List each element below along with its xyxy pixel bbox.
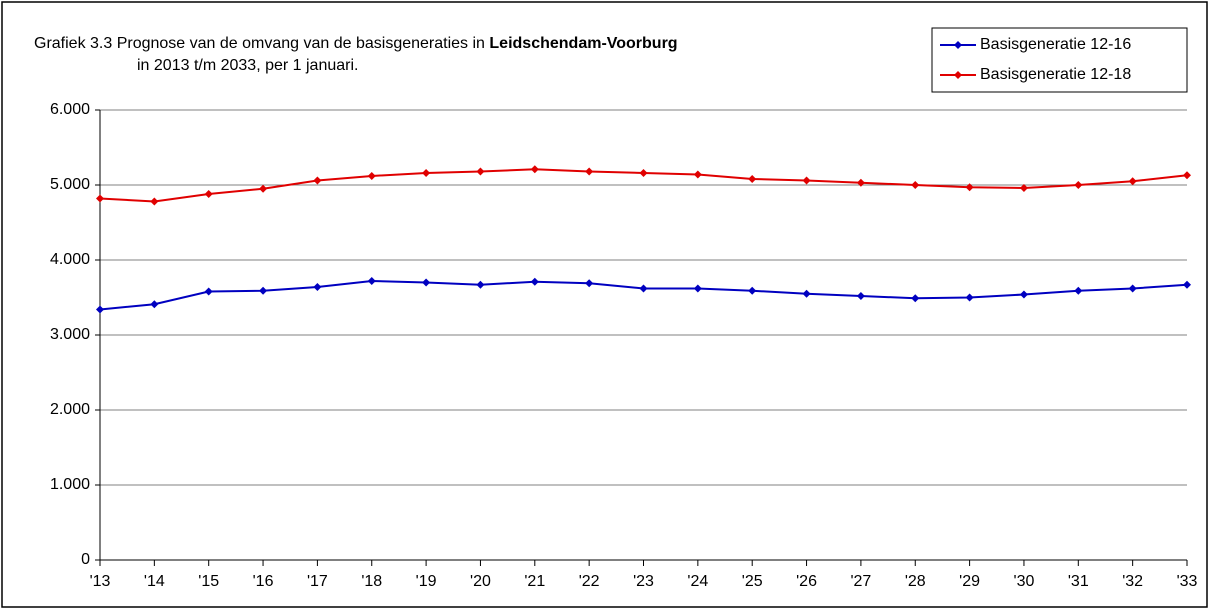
marker [1128, 284, 1137, 293]
marker [748, 286, 757, 295]
x-tick-label: '15 [198, 573, 219, 590]
x-tick-label: '20 [470, 573, 491, 590]
x-tick-label: '31 [1068, 573, 1089, 590]
legend-label: Basisgeneratie 12-18 [980, 66, 1131, 83]
marker [639, 169, 648, 177]
marker [150, 197, 159, 206]
x-tick-label: '22 [579, 573, 600, 590]
marker [259, 184, 268, 193]
x-tick-label: '26 [796, 573, 817, 590]
x-tick-label: '30 [1014, 573, 1035, 590]
y-tick-label: 2.000 [50, 401, 90, 418]
marker [1074, 286, 1083, 295]
marker [802, 289, 811, 298]
marker [1019, 184, 1028, 192]
x-tick-label: '29 [959, 573, 980, 590]
legend-marker [954, 41, 962, 49]
x-tick-label: '28 [905, 573, 926, 590]
chart-subtitle: in 2013 t/m 2033, per 1 januari. [137, 57, 358, 74]
marker [693, 284, 702, 293]
legend-marker [954, 71, 962, 79]
marker [1019, 290, 1028, 299]
marker [204, 190, 213, 198]
marker [911, 294, 920, 303]
marker [313, 283, 322, 291]
marker [965, 183, 974, 192]
marker [476, 280, 485, 289]
x-tick-label: '25 [742, 573, 763, 590]
marker [204, 287, 213, 296]
x-tick-label: '14 [144, 573, 165, 590]
marker [476, 167, 485, 176]
marker [313, 176, 322, 185]
marker [856, 178, 865, 187]
marker [367, 172, 376, 180]
marker [530, 277, 539, 286]
marker [856, 292, 865, 300]
marker [965, 293, 974, 302]
marker [1128, 177, 1137, 186]
marker [1183, 280, 1191, 289]
x-tick-label: '16 [253, 573, 274, 590]
marker [259, 286, 268, 295]
x-tick-label: '32 [1122, 573, 1143, 590]
marker [422, 169, 431, 177]
marker [802, 176, 811, 185]
x-tick-label: '19 [416, 573, 437, 590]
y-tick-label: 1.000 [50, 476, 90, 493]
title-bold: Leidschendam-Voorburg [489, 35, 677, 52]
marker [911, 181, 920, 189]
y-tick-label: 4.000 [50, 251, 90, 268]
x-tick-label: '27 [850, 573, 871, 590]
marker [1183, 171, 1191, 180]
marker [585, 279, 594, 288]
x-tick-label: '13 [90, 573, 111, 590]
marker [96, 194, 104, 203]
marker [639, 284, 648, 293]
y-tick-label: 3.000 [50, 326, 90, 343]
x-tick-label: '24 [687, 573, 708, 590]
marker [1074, 181, 1083, 189]
marker [530, 165, 539, 174]
y-tick-label: 5.000 [50, 176, 90, 193]
y-tick-label: 6.000 [50, 101, 90, 118]
legend-label: Basisgeneratie 12-16 [980, 36, 1131, 53]
title-text: Grafiek 3.3 Prognose van de omvang van d… [34, 35, 485, 52]
marker [585, 167, 594, 176]
marker [693, 170, 702, 179]
marker [422, 278, 431, 287]
x-tick-label: '21 [524, 573, 545, 590]
marker [96, 305, 104, 314]
chart-title: Grafiek 3.3 Prognose van de omvang van d… [34, 35, 678, 52]
legend-box [931, 27, 1188, 93]
marker [748, 175, 757, 183]
y-tick-label: 0 [81, 551, 90, 568]
x-tick-label: '17 [307, 573, 328, 590]
x-tick-label: '33 [1177, 573, 1198, 590]
marker [150, 300, 159, 309]
marker [367, 277, 376, 285]
x-tick-label: '18 [361, 573, 382, 590]
x-tick-label: '23 [633, 573, 654, 590]
